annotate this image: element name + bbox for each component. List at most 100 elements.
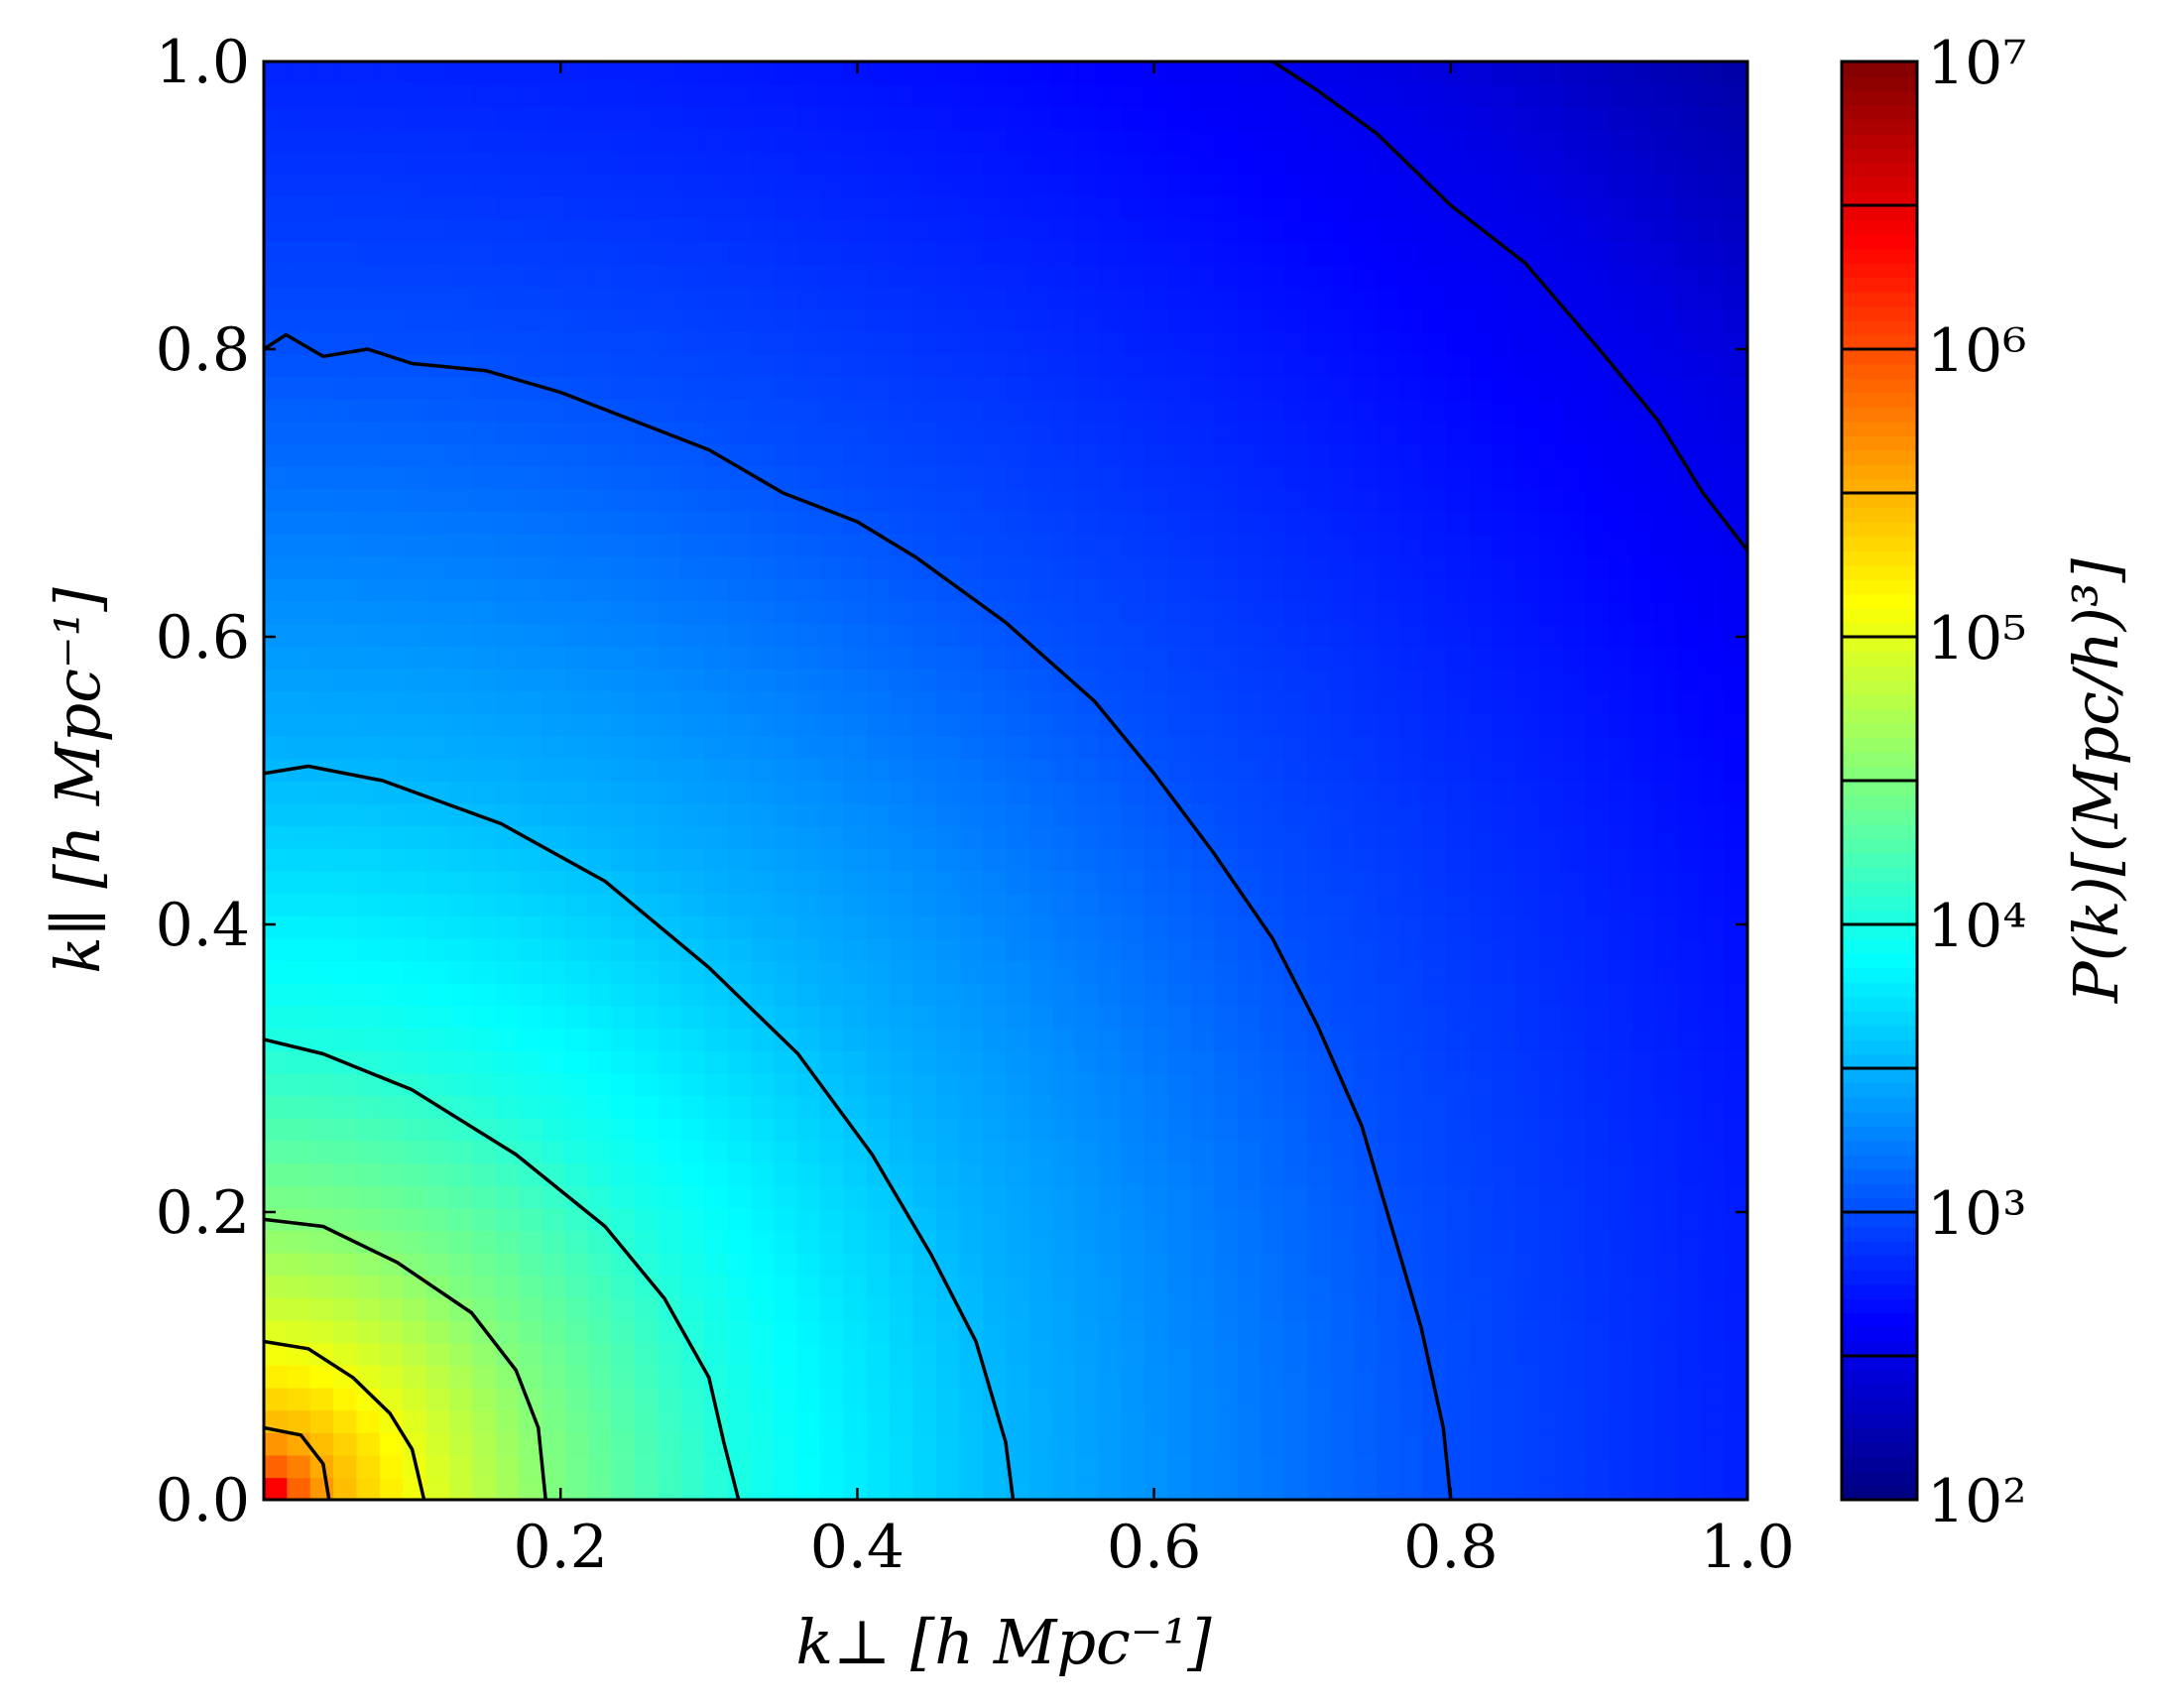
heatmap-cell (1562, 1342, 1587, 1366)
heatmap-cell (866, 915, 891, 939)
heatmap-cell (564, 353, 590, 377)
heatmap-cell (1515, 195, 1540, 220)
heatmap-cell (750, 915, 776, 939)
heatmap-cell (611, 982, 636, 1007)
heatmap-cell (1469, 1432, 1494, 1456)
heatmap-cell (1562, 488, 1587, 512)
heatmap-cell (912, 1005, 937, 1030)
heatmap-cell (1469, 1409, 1494, 1433)
heatmap-cell (1121, 802, 1146, 827)
heatmap-cell (264, 1230, 289, 1254)
heatmap-cell (1330, 1184, 1355, 1209)
heatmap-cell (1631, 893, 1656, 916)
heatmap-cell (1075, 825, 1100, 849)
heatmap-cell (1377, 758, 1401, 782)
heatmap-cell (820, 870, 845, 895)
heatmap-cell (379, 1432, 405, 1456)
heatmap-cell (796, 1207, 821, 1231)
heatmap-cell (727, 443, 752, 467)
heatmap-cell (1654, 443, 1679, 467)
heatmap-cell (912, 353, 937, 377)
heatmap-cell (356, 825, 381, 849)
heatmap-cell (1006, 533, 1030, 557)
heatmap-cell (1399, 533, 1424, 557)
heatmap-cell (1353, 1207, 1378, 1231)
heatmap-cell (680, 578, 705, 602)
heatmap-cell (774, 286, 798, 310)
heatmap-cell (1098, 1049, 1123, 1074)
heatmap-cell (542, 61, 566, 85)
heatmap-cell (727, 758, 752, 782)
heatmap-cell (379, 1342, 405, 1366)
heatmap-cell (1399, 1005, 1424, 1030)
heatmap-cell (472, 555, 497, 579)
heatmap-cell (356, 1028, 381, 1051)
heatmap-cell (1028, 533, 1053, 557)
y-tick-label: 0.8 (156, 315, 250, 385)
heatmap-cell (1144, 1184, 1169, 1209)
heatmap-cell (1538, 555, 1563, 579)
heatmap-cell (495, 1005, 520, 1030)
heatmap-cell (890, 1095, 914, 1119)
heatmap-cell (1330, 690, 1355, 714)
heatmap-cell (1075, 690, 1100, 714)
heatmap-cell (1562, 286, 1587, 310)
heatmap-cell (1214, 1387, 1239, 1411)
heatmap-cell (564, 443, 590, 467)
heatmap-cell (1051, 825, 1076, 849)
heatmap-cell (866, 1072, 891, 1096)
heatmap-cell (658, 735, 682, 760)
heatmap-cell (843, 600, 868, 625)
heatmap-cell (750, 174, 776, 197)
heatmap-cell (1098, 735, 1123, 760)
heatmap-cell (796, 690, 821, 714)
heatmap-cell (1167, 555, 1192, 579)
heatmap-cell (425, 758, 450, 782)
heatmap-cell (542, 308, 566, 332)
heatmap-cell (843, 398, 868, 423)
heatmap-cell (287, 1409, 311, 1433)
heatmap-cell (1098, 128, 1123, 153)
heatmap-cell (1538, 195, 1563, 220)
heatmap-cell (1724, 690, 1747, 714)
heatmap-cell (1422, 1275, 1447, 1298)
heatmap-cell (1006, 1140, 1030, 1163)
heatmap-cell (611, 1275, 636, 1298)
colorbar-segment (1842, 1471, 1917, 1487)
heatmap-cell (658, 600, 682, 625)
heatmap-cell (1330, 241, 1355, 265)
heatmap-cell (1422, 1162, 1447, 1186)
heatmap-cell (264, 263, 289, 288)
heatmap-cell (333, 128, 358, 153)
heatmap-cell (1006, 1207, 1030, 1231)
heatmap-cell (1306, 713, 1332, 737)
heatmap-cell (1144, 241, 1169, 265)
heatmap-cell (1469, 263, 1494, 288)
heatmap-cell (1515, 1275, 1540, 1298)
heatmap-cell (356, 870, 381, 895)
heatmap-cell (1353, 376, 1378, 400)
heatmap-cell (843, 151, 868, 176)
heatmap-cell (1261, 690, 1285, 714)
heatmap-cell (750, 511, 776, 535)
heatmap-cell (774, 330, 798, 355)
heatmap-cell (750, 1454, 776, 1479)
heatmap-cell (1214, 578, 1239, 602)
colorbar-segment (1842, 1011, 1917, 1027)
colorbar-segment (1842, 1241, 1917, 1257)
heatmap-cell (1261, 151, 1285, 176)
heatmap-cell (449, 128, 474, 153)
heatmap-cell (1075, 421, 1100, 444)
heatmap-cell (1283, 286, 1308, 310)
heatmap-cell (796, 960, 821, 984)
heatmap-cell (658, 623, 682, 647)
heatmap-cell (403, 465, 427, 490)
heatmap-cell (935, 376, 961, 400)
heatmap-cell (1330, 893, 1355, 916)
heatmap-cell (1075, 128, 1100, 153)
heatmap-cell (425, 1005, 450, 1030)
heatmap-cell (1701, 83, 1726, 108)
heatmap-cell (1167, 241, 1192, 265)
heatmap-cell (912, 1049, 937, 1074)
heatmap-cell (1654, 1230, 1679, 1254)
